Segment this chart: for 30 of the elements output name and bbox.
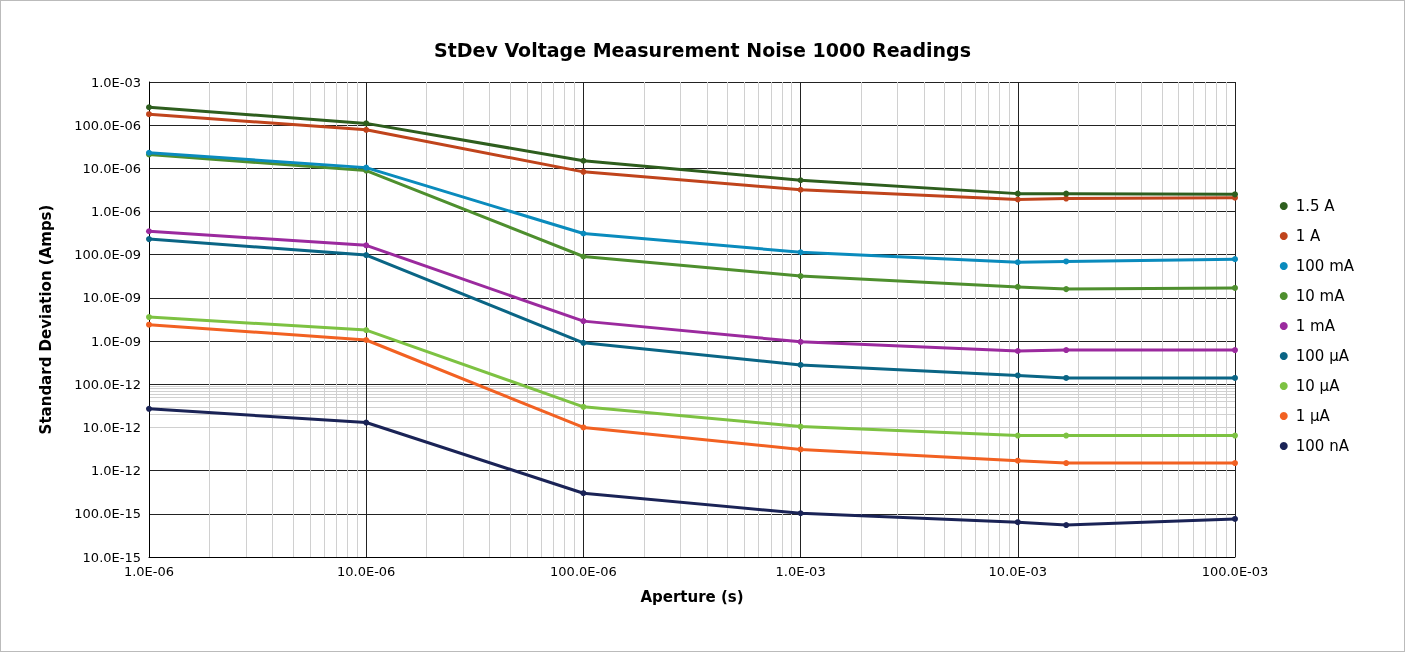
x-tick-label: 1.0E-03 [775, 564, 826, 579]
x-tick-label: 10.0E-06 [337, 564, 396, 579]
legend-label: 1.5 A [1295, 197, 1336, 215]
legend-label: 1 A [1295, 227, 1322, 245]
chart-title: StDev Voltage Measurement Noise 1000 Readings [434, 38, 971, 61]
x-tick-label: 1.0E-06 [123, 564, 175, 579]
x-tick-label: 100.0E-03 [1201, 564, 1269, 579]
legend-label: 100 mA [1295, 257, 1355, 275]
x-tick-label: 100.0E-06 [550, 564, 617, 579]
legend-label: 100 nA [1295, 437, 1350, 455]
y-tick-label: 100.0E-12 [74, 376, 141, 392]
legend-label: 10 µA [1295, 377, 1341, 395]
y-tick-label: 100.0E-15 [74, 506, 141, 522]
y-tick-label: 10.0E-12 [82, 419, 141, 435]
x-axis-title: Aperture (s) [640, 587, 744, 606]
legend-label: 10 mA [1295, 287, 1346, 305]
y-tick-label: 10.0E-06 [82, 160, 141, 176]
y-tick-label: 1.0E-12 [90, 463, 141, 479]
y-tick-label: 10.0E-15 [82, 549, 141, 565]
y-tick-label: 100.0E-09 [74, 247, 141, 263]
y-tick-label: 1.0E-03 [90, 74, 141, 90]
y-tick-label: 1.0E-06 [90, 204, 141, 220]
y-tick-label: 1.0E-09 [90, 333, 141, 349]
y-tick-label: 10.0E-09 [82, 290, 141, 306]
y-tick-label: 100.0E-06 [74, 117, 141, 133]
y-axis-title: Standard Deviation (Amps) [36, 204, 55, 435]
legend-label: 1 mA [1295, 317, 1336, 335]
legend-label: 100 µA [1295, 347, 1350, 365]
legend-label: 1 µA [1295, 407, 1331, 425]
x-tick-label: 10.0E-03 [988, 564, 1047, 579]
